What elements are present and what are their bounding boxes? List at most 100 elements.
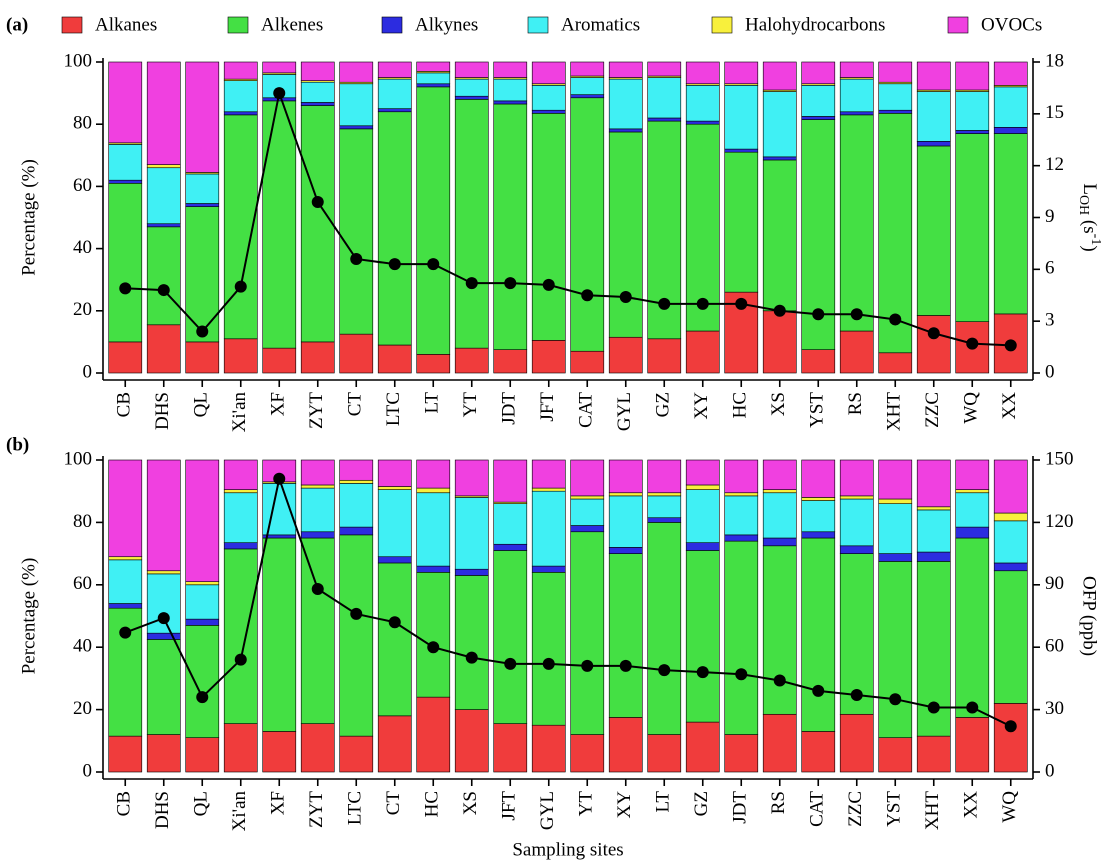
bar-segment: [839, 78, 874, 113]
bar-segment: [993, 512, 1028, 522]
y2-tick-label: 150: [1045, 448, 1074, 469]
bar-segment: [223, 492, 258, 543]
bar-segment: [377, 489, 412, 558]
bar-segment: [570, 531, 605, 735]
bar-segment: [146, 734, 181, 773]
y-tick-label: 40: [73, 636, 92, 657]
x-tick-label: QL: [191, 791, 212, 816]
bar-segment: [185, 581, 220, 586]
y2-tick-label: 90: [1045, 573, 1064, 594]
x-tick-label: CAT: [576, 392, 597, 428]
bar-segment: [801, 731, 836, 773]
x-tick-label: ZZC: [845, 791, 866, 827]
bar-segment: [993, 86, 1028, 128]
y2-tick-label: 9: [1045, 206, 1055, 227]
bar-segment: [108, 559, 143, 604]
bar-segment: [801, 531, 836, 539]
x-tick-label: GZ: [653, 392, 674, 417]
line-point: [889, 693, 902, 706]
bar-segment: [570, 97, 605, 352]
bar-segment: [493, 78, 528, 102]
bar-segment: [108, 179, 143, 184]
bar-segment: [685, 330, 720, 374]
bar-segment: [878, 352, 913, 374]
bar-segment: [839, 111, 874, 116]
y2-tick-label: 6: [1045, 258, 1055, 279]
bar-segment: [531, 565, 566, 573]
bar-segment: [993, 127, 1028, 134]
bar-segment: [839, 498, 874, 547]
line-point: [1004, 339, 1017, 352]
line-point: [119, 282, 132, 295]
bar-segment: [724, 492, 759, 497]
bar-segment: [993, 459, 1028, 514]
x-tick-label: GYL: [614, 392, 635, 431]
line: [125, 89, 1011, 347]
bar-segment: [531, 113, 566, 341]
line-point: [1004, 720, 1017, 733]
x-tick-label: ZYT: [306, 392, 327, 429]
bar-segment: [762, 489, 797, 494]
bar-segment: [608, 717, 643, 773]
bar-segment: [262, 61, 297, 74]
line-point: [465, 651, 478, 664]
y2-tick-label: 120: [1045, 511, 1074, 532]
bar-segment: [685, 542, 720, 551]
line-point: [157, 612, 170, 625]
bar-segment: [878, 561, 913, 738]
bar-segment: [185, 584, 220, 620]
line-point: [812, 684, 825, 697]
line-point: [581, 659, 594, 672]
bar-segment: [377, 78, 412, 109]
x-tick-label: XY: [691, 392, 712, 420]
bar-segment: [339, 483, 374, 528]
bar-segment: [955, 133, 990, 322]
line-point: [350, 252, 363, 265]
bar-segment: [300, 61, 335, 81]
x-tick-label: XX: [961, 791, 982, 819]
bar-segment: [993, 570, 1028, 704]
legend-label: Alkynes: [415, 14, 478, 35]
y-tick-label: 20: [73, 698, 92, 719]
bar-segment: [608, 336, 643, 374]
bar-segment: [416, 86, 451, 355]
x-tick-label: Xi'an: [229, 791, 250, 832]
x-tick-label: JDT: [499, 392, 520, 425]
bar-segment: [223, 61, 258, 80]
bar-segment: [724, 734, 759, 773]
line: [124, 475, 1012, 728]
bar-segment: [146, 459, 181, 572]
legend-swatch: [711, 16, 733, 34]
bar-segment: [955, 130, 990, 134]
bar-segment: [223, 459, 258, 490]
bar-segment: [493, 723, 528, 773]
bar-segment: [146, 570, 181, 575]
bar-segment: [262, 347, 297, 374]
panel-label: (a): [6, 14, 28, 35]
bar-segment: [531, 572, 566, 726]
bar-segment: [839, 330, 874, 374]
bar-segment: [570, 350, 605, 374]
bar-segment: [762, 713, 797, 773]
line-point: [350, 607, 363, 620]
line-point: [273, 472, 286, 485]
bar-segment: [955, 717, 990, 773]
bar-segment: [955, 492, 990, 528]
bar-segment: [993, 520, 1028, 564]
bar-segment: [878, 113, 913, 354]
bar-segment: [493, 503, 528, 545]
bar-segment: [762, 91, 797, 158]
bar-segment: [955, 61, 990, 91]
bar-segment: [993, 703, 1028, 773]
bar-segment: [185, 459, 220, 582]
bar-segment: [685, 61, 720, 85]
bar-segment: [300, 105, 335, 343]
x-tick-label: Xi'an: [229, 392, 250, 433]
bar-segment: [878, 737, 913, 773]
bar-segment: [300, 484, 335, 489]
bar-segment: [146, 164, 181, 169]
bar-segment: [377, 111, 412, 346]
bar-segment: [647, 734, 682, 773]
bar-segment: [647, 495, 682, 519]
line-point: [658, 297, 671, 310]
